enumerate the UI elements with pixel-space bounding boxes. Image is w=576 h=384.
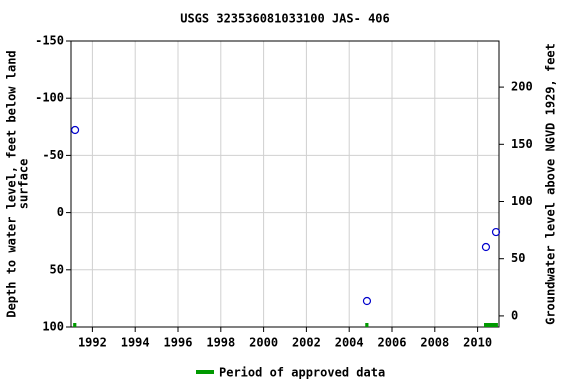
chart-title: USGS 323536081033100 JAS- 406: [180, 12, 390, 26]
y2-tick-label: 0: [511, 308, 518, 322]
x-tick-label: 2008: [420, 336, 449, 350]
y-tick-label: -150: [35, 34, 64, 48]
approved-period: [73, 323, 77, 327]
data-point: [481, 242, 491, 252]
data-point: [362, 296, 372, 306]
x-tick-label: 1992: [78, 336, 107, 350]
x-tick-label: 1996: [164, 336, 193, 350]
y2-tick-label: 150: [511, 137, 533, 151]
x-tick-label: 2010: [463, 336, 492, 350]
y2-tick-label: 50: [511, 251, 525, 265]
y-tick-label: 0: [57, 205, 64, 219]
data-point: [70, 125, 80, 135]
y2-tick-label: 200: [511, 80, 533, 94]
legend-label: Period of approved data: [219, 366, 385, 380]
x-tick-label: 1994: [121, 336, 150, 350]
y-tick-label: 50: [50, 262, 64, 276]
y-tick-label: -50: [42, 148, 64, 162]
data-point: [491, 227, 501, 237]
x-tick-label: 1998: [206, 336, 235, 350]
x-tick-label: 2006: [378, 336, 407, 350]
y2-axis-label: Groundwater level above NGVD 1929, feet: [544, 43, 558, 325]
x-tick-label: 2002: [292, 336, 321, 350]
y-axis-label: Depth to water level, feet below land: [5, 50, 19, 317]
y-tick-label: 100: [42, 320, 64, 334]
y-axis-label: surface: [17, 159, 31, 210]
x-tick-label: 2004: [335, 336, 364, 350]
approved-period: [365, 323, 369, 327]
plot-frame: [70, 40, 500, 328]
y-tick-label: -100: [35, 91, 64, 105]
x-tick-label: 2000: [249, 336, 278, 350]
y2-tick-label: 100: [511, 194, 533, 208]
approved-period: [484, 323, 498, 327]
